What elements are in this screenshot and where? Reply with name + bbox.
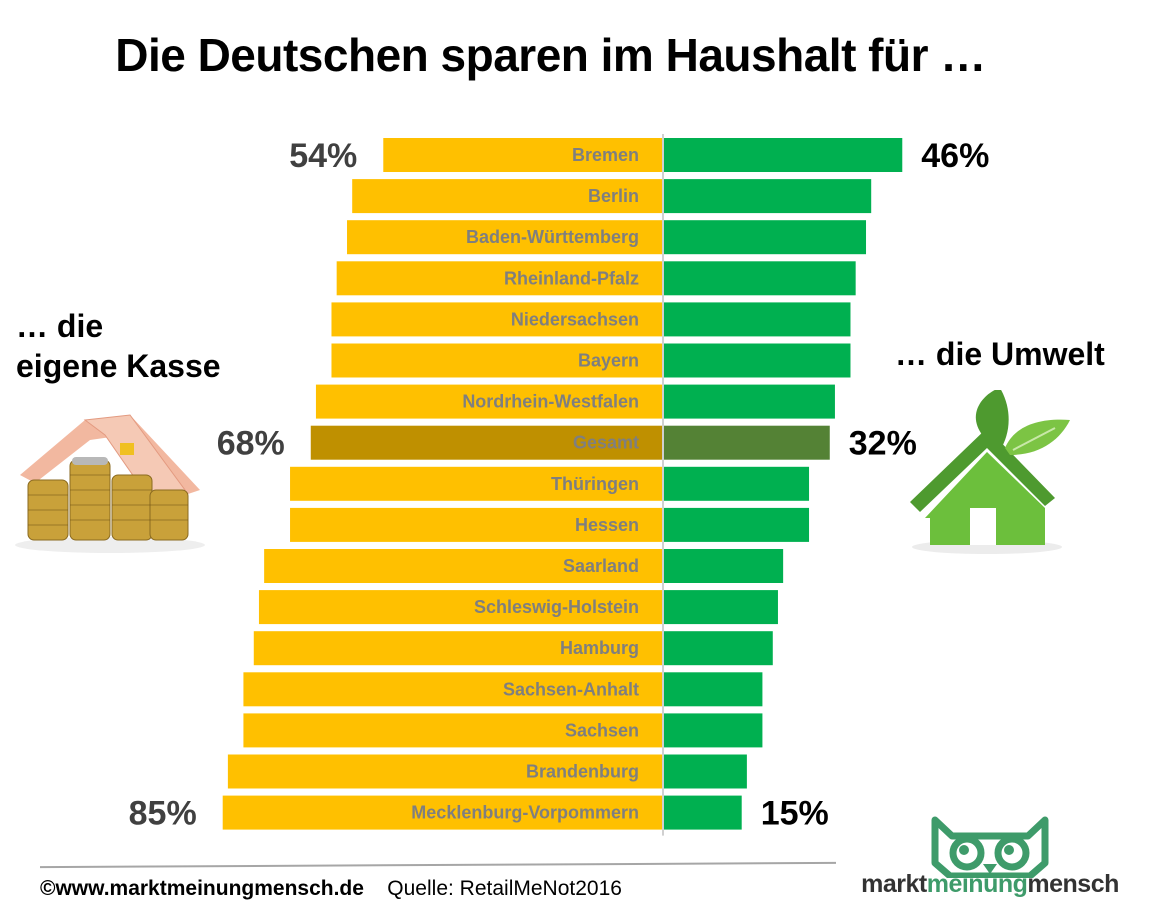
category-label: Sachsen: [565, 720, 639, 740]
bar-own-12: [253, 631, 663, 666]
category-label: Bremen: [572, 145, 639, 165]
bar-env-14: [664, 713, 763, 748]
bar-own-7: [310, 425, 663, 460]
logo-word-meinung: meinung: [926, 870, 1028, 898]
logo-word-mensch: mensch: [1027, 870, 1119, 898]
category-label: Hessen: [575, 515, 639, 535]
category-label: Hamburg: [560, 638, 639, 658]
right-series-label: … die Umwelt: [895, 336, 1105, 372]
bar-env-1: [664, 179, 872, 214]
data-label-env: 15%: [761, 795, 829, 833]
bar-env-5: [664, 343, 851, 378]
category-label: Brandenburg: [526, 762, 639, 782]
bar-env-6: [664, 384, 835, 419]
logo-wordmark: marktmeinungmensch: [840, 870, 1140, 899]
bar-env-16: [664, 795, 742, 830]
category-label: Berlin: [588, 186, 639, 206]
category-label: Saarland: [563, 556, 639, 576]
category-label: Sachsen-Anhalt: [503, 679, 639, 699]
category-label: Gesamt: [573, 433, 639, 453]
bar-env-9: [664, 507, 810, 542]
bar-own-1: [352, 179, 663, 214]
data-label-env: 46%: [921, 137, 989, 175]
owl-logo-icon: [931, 816, 1049, 880]
bar-own-0: [383, 138, 663, 172]
category-label: Schleswig-Holstein: [474, 597, 639, 617]
money-house-icon: [15, 414, 205, 553]
bar-env-10: [664, 549, 784, 583]
chart-title: Die Deutschen sparen im Haushalt für …: [115, 29, 986, 81]
source-note: Quelle: RetailMeNot2016: [387, 877, 622, 900]
category-label: Nordrhein-Westfalen: [462, 392, 639, 412]
category-label: Mecklenburg-Vorpommern: [411, 803, 639, 823]
left-series-label-line2: eigene Kasse: [16, 348, 221, 384]
data-label-own: 85%: [129, 795, 197, 833]
bar-own-4: [331, 302, 663, 337]
bar-own-9: [290, 507, 663, 542]
bar-own-11: [258, 590, 663, 625]
bar-env-13: [664, 672, 763, 707]
bar-env-15: [664, 754, 747, 789]
data-label-own: 54%: [289, 137, 357, 175]
category-label: Niedersachsen: [511, 309, 639, 329]
category-label: Baden-Württemberg: [466, 227, 639, 247]
bar-own-6: [315, 384, 663, 419]
bar-own-3: [336, 261, 663, 296]
eco-house-icon: [910, 390, 1070, 554]
bar-own-13: [243, 672, 664, 707]
bar-own-2: [347, 220, 663, 255]
bar-env-11: [664, 590, 778, 625]
data-label-own: 68%: [217, 425, 285, 463]
brand-logo: marktmeinungmensch: [840, 808, 1140, 908]
bar-env-4: [664, 302, 851, 337]
category-label: Thüringen: [551, 474, 639, 494]
left-series-label-line1: … die: [16, 308, 104, 344]
logo-word-markt: markt: [861, 870, 927, 898]
bar-env-0: [664, 138, 903, 172]
bar-own-5: [331, 343, 663, 378]
bar-env-2: [664, 220, 867, 255]
copyright-link[interactable]: ©www.marktmeinungmensch.de: [40, 877, 364, 900]
data-label-env: 32%: [849, 425, 917, 463]
bar-own-10: [264, 549, 663, 583]
left-series-label: … die eigene Kasse: [16, 306, 221, 386]
footer: ©www.marktmeinungmensch.de Quelle: Retai…: [40, 877, 622, 901]
bar-own-15: [227, 754, 663, 789]
bar-env-7: [664, 425, 830, 460]
bar-own-14: [243, 713, 664, 748]
bar-own-8: [290, 466, 663, 501]
category-label: Rheinland-Pfalz: [504, 268, 639, 288]
bar-env-12: [664, 631, 773, 666]
category-label: Bayern: [578, 351, 639, 371]
bar-own-16: [222, 795, 663, 830]
bar-env-8: [664, 466, 810, 501]
bar-env-3: [664, 261, 856, 296]
